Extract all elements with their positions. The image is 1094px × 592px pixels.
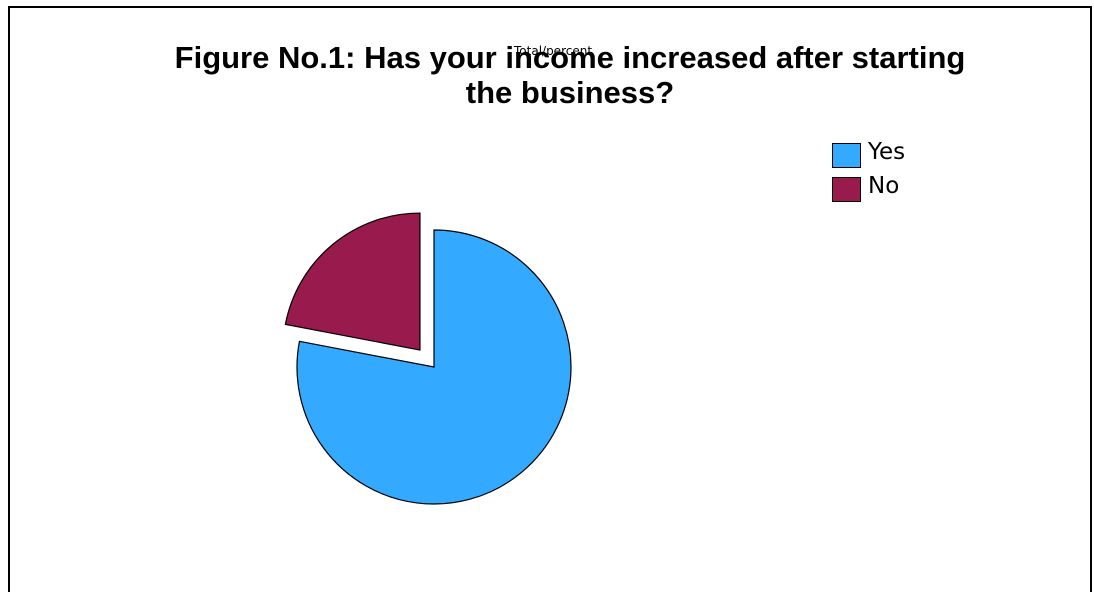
legend-label-no: No (868, 173, 900, 199)
pie-slice-no (284, 212, 421, 351)
chart-title: Figure No.1: Has your income increased a… (174, 40, 966, 110)
legend-swatch-no (832, 177, 861, 202)
legend-label-yes: Yes (868, 139, 906, 165)
legend-swatch-yes (832, 143, 861, 168)
pie-slice-yes (296, 229, 572, 505)
overlay-label: Total/percent (514, 44, 593, 58)
